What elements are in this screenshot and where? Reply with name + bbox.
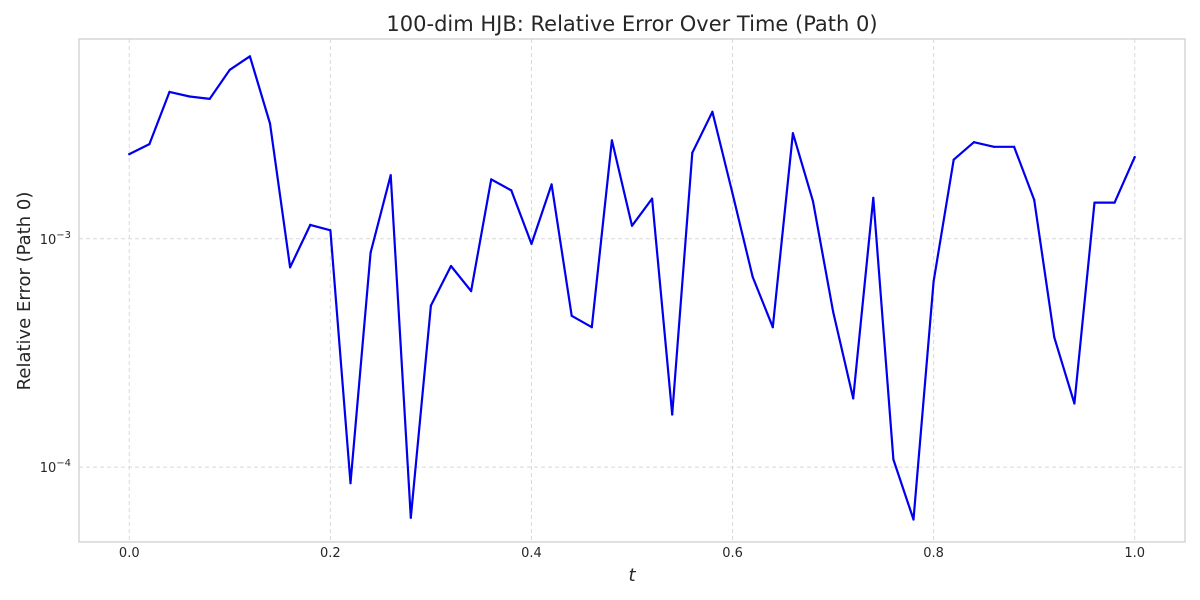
x-tick-label: 1.0 bbox=[1124, 546, 1145, 561]
data-point bbox=[1033, 198, 1036, 201]
data-point bbox=[791, 132, 795, 135]
x-tick-label: 0.2 bbox=[320, 546, 341, 561]
data-point bbox=[309, 223, 312, 226]
data-point bbox=[630, 224, 634, 227]
data-point bbox=[530, 242, 533, 245]
x-tick-label: 0.4 bbox=[521, 546, 542, 561]
data-point bbox=[329, 229, 332, 232]
data-point bbox=[369, 251, 372, 254]
data-point bbox=[1073, 402, 1076, 405]
data-point bbox=[972, 141, 976, 144]
data-point bbox=[811, 200, 815, 203]
data-point bbox=[992, 145, 996, 148]
data-point bbox=[892, 458, 895, 461]
plot-area-frame bbox=[78, 38, 1186, 543]
chart-title: 100-dim HJB: Relative Error Over Time (P… bbox=[386, 12, 877, 36]
data-point bbox=[449, 264, 453, 268]
data-point bbox=[711, 110, 714, 113]
data-point bbox=[268, 122, 272, 125]
series-layer bbox=[128, 55, 1136, 521]
data-point bbox=[128, 153, 131, 156]
data-point bbox=[248, 55, 251, 58]
data-point bbox=[148, 143, 151, 146]
data-point bbox=[932, 280, 935, 283]
data-point bbox=[771, 326, 774, 329]
data-point bbox=[409, 516, 412, 519]
y-tick-label: 10−4 bbox=[40, 458, 71, 476]
x-tick-label: 0.0 bbox=[119, 546, 140, 561]
data-point bbox=[228, 68, 231, 71]
data-point bbox=[912, 518, 915, 521]
y-tick-exponent: −4 bbox=[56, 458, 71, 469]
data-point bbox=[429, 304, 432, 307]
data-point bbox=[590, 326, 593, 329]
x-tick-label: 0.6 bbox=[722, 546, 743, 561]
data-point bbox=[168, 90, 171, 93]
data-point bbox=[852, 397, 855, 400]
grid-lines bbox=[79, 39, 1185, 542]
data-point bbox=[691, 151, 694, 154]
data-point bbox=[1053, 336, 1056, 339]
data-point bbox=[671, 413, 674, 416]
series-line-0 bbox=[128, 55, 1136, 521]
data-point bbox=[751, 275, 754, 279]
data-point bbox=[188, 95, 191, 98]
data-point bbox=[470, 290, 473, 293]
data-point bbox=[832, 310, 835, 313]
data-point bbox=[872, 196, 875, 199]
data-point bbox=[490, 178, 493, 181]
data-point bbox=[952, 158, 955, 161]
data-point bbox=[731, 192, 734, 195]
data-point bbox=[550, 183, 553, 186]
data-point bbox=[1113, 201, 1116, 204]
data-point bbox=[1093, 201, 1096, 204]
data-point bbox=[510, 189, 513, 192]
data-point bbox=[570, 314, 573, 317]
data-point bbox=[610, 139, 614, 142]
x-tick-label: 0.8 bbox=[923, 546, 944, 561]
x-axis-label: t bbox=[628, 565, 636, 586]
y-tick-exponent: −3 bbox=[56, 230, 71, 241]
y-axis-label: Relative Error (Path 0) bbox=[14, 192, 35, 391]
data-point bbox=[289, 266, 292, 269]
data-point bbox=[349, 482, 352, 485]
data-point bbox=[208, 97, 211, 100]
y-tick-base: 10 bbox=[40, 233, 57, 248]
y-tick-base: 10 bbox=[40, 461, 57, 476]
y-tick-label: 10−3 bbox=[40, 230, 71, 248]
data-point bbox=[1013, 145, 1016, 148]
data-point bbox=[389, 174, 392, 177]
data-point bbox=[1133, 156, 1136, 159]
tick-labels: 0.0 0.2 0.4 0.6 0.8 1.010−410−3 bbox=[40, 230, 1145, 561]
data-point bbox=[651, 197, 654, 200]
